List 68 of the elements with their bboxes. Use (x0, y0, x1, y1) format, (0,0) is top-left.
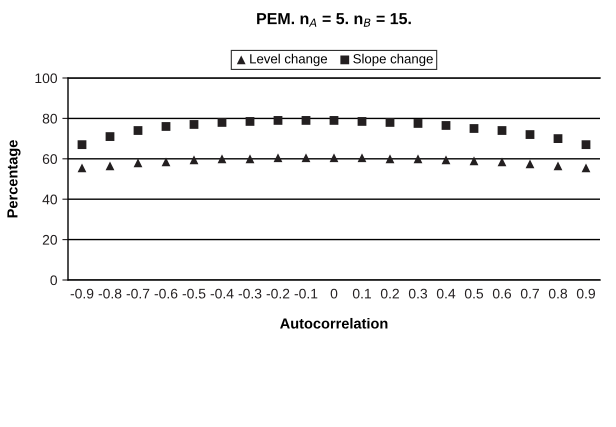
x-tick-label: 0 (330, 288, 338, 299)
x-tick-label: -0.6 (154, 288, 178, 299)
point (106, 161, 114, 170)
point (554, 134, 562, 143)
y-tick-label: 0 (50, 275, 58, 286)
point (302, 116, 310, 125)
x-tick-label: -0.9 (70, 288, 94, 299)
point (162, 157, 170, 166)
point (78, 164, 86, 172)
point (470, 156, 478, 166)
point (386, 118, 394, 127)
point (246, 117, 254, 126)
point (358, 117, 366, 126)
point (134, 158, 142, 168)
x-tick-label: -0.8 (98, 288, 122, 299)
point (498, 157, 506, 166)
chart-title: PEM. n$_{A}$ = 5. n$_{B}$ = 15. (257, 13, 411, 27)
point (106, 132, 114, 141)
x-tick-label: 0.2 (380, 288, 399, 299)
point (358, 153, 366, 162)
x-tick-label: 0.8 (548, 288, 568, 299)
x-tick-label: 0.5 (464, 288, 484, 299)
y-tick-label: 60 (42, 154, 58, 164)
point (162, 122, 170, 131)
y-tick-label: 80 (42, 114, 58, 124)
point (274, 153, 282, 162)
x-tick-label: -0.7 (126, 288, 150, 299)
point (414, 154, 422, 164)
point (554, 161, 562, 170)
point (582, 164, 590, 172)
point (190, 120, 198, 129)
x-tick-label: -0.2 (266, 288, 290, 299)
x-tick-label: 0.1 (352, 288, 371, 299)
point (470, 124, 478, 133)
x-tick-label: -0.1 (294, 288, 318, 299)
y-tick-label: 40 (42, 194, 58, 204)
point (246, 154, 254, 164)
point (498, 126, 506, 135)
point (302, 153, 310, 162)
x-tick-label: 0.4 (436, 288, 456, 299)
point (134, 126, 142, 135)
x-tick-label: 0.9 (576, 288, 595, 299)
x-tick-label: 0.6 (492, 288, 512, 299)
point (330, 153, 338, 162)
point (218, 118, 226, 127)
x-tick-label: -0.3 (238, 288, 262, 299)
point (442, 155, 450, 164)
x-tick-label: 0.7 (520, 288, 539, 299)
y-tick-label: 20 (42, 234, 58, 245)
point (386, 154, 394, 164)
point (414, 119, 422, 128)
point (442, 121, 450, 130)
point (190, 155, 198, 164)
point (582, 140, 590, 150)
y-tick-label: 100 (35, 73, 58, 84)
point (78, 140, 86, 150)
x-tick-label: -0.5 (182, 288, 206, 299)
point (526, 159, 534, 168)
x-axis-title: Autocorrelation (280, 318, 388, 329)
x-tick-label: -0.4 (210, 288, 234, 299)
legend-label: Slope change (353, 54, 433, 66)
point (330, 116, 338, 125)
x-tick-label: 0.3 (408, 288, 428, 299)
point (274, 116, 282, 125)
point (526, 130, 534, 139)
y-axis-title: Percentage (7, 140, 21, 218)
legend-label: Level change (250, 54, 328, 66)
point (218, 154, 226, 164)
